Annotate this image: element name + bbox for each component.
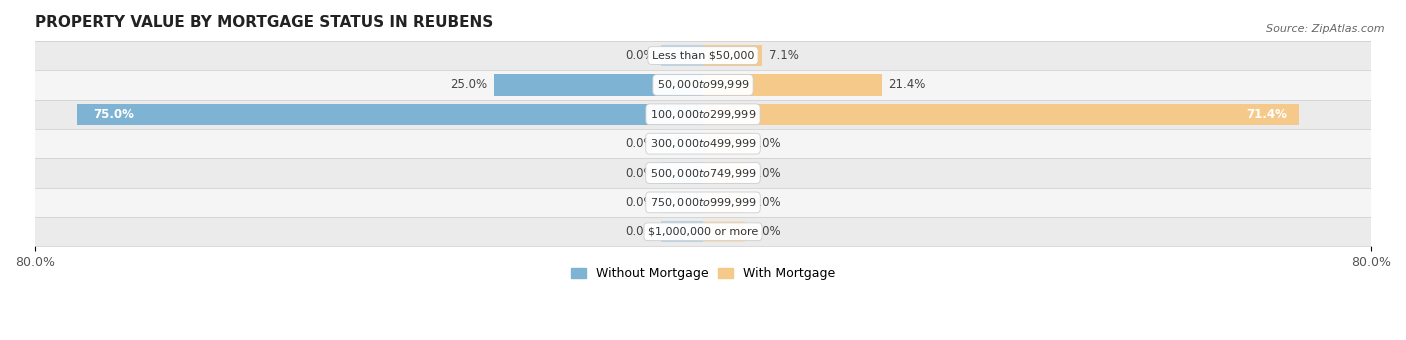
Bar — [35, 158, 1371, 188]
Bar — [703, 133, 745, 154]
Text: 0.0%: 0.0% — [624, 137, 655, 150]
Bar — [661, 192, 703, 213]
Bar — [35, 41, 1371, 70]
Text: 0.0%: 0.0% — [751, 137, 782, 150]
Bar — [661, 45, 703, 66]
Text: $750,000 to $999,999: $750,000 to $999,999 — [650, 196, 756, 209]
Bar — [661, 163, 703, 184]
Bar — [35, 70, 1371, 100]
Text: $100,000 to $299,999: $100,000 to $299,999 — [650, 108, 756, 121]
Text: 21.4%: 21.4% — [889, 79, 925, 91]
Text: Less than $50,000: Less than $50,000 — [652, 51, 754, 61]
Bar — [703, 192, 745, 213]
Text: Source: ZipAtlas.com: Source: ZipAtlas.com — [1267, 24, 1385, 34]
Text: 0.0%: 0.0% — [751, 196, 782, 209]
Bar — [35, 188, 1371, 217]
Bar — [77, 104, 703, 125]
Text: 25.0%: 25.0% — [450, 79, 488, 91]
Bar — [35, 217, 1371, 246]
Text: 0.0%: 0.0% — [624, 49, 655, 62]
Text: 0.0%: 0.0% — [624, 196, 655, 209]
Legend: Without Mortgage, With Mortgage: Without Mortgage, With Mortgage — [565, 262, 841, 285]
Bar — [661, 133, 703, 154]
Bar — [35, 129, 1371, 158]
Text: $500,000 to $749,999: $500,000 to $749,999 — [650, 167, 756, 180]
Bar — [703, 74, 882, 96]
Text: 7.1%: 7.1% — [769, 49, 799, 62]
Text: PROPERTY VALUE BY MORTGAGE STATUS IN REUBENS: PROPERTY VALUE BY MORTGAGE STATUS IN REU… — [35, 15, 494, 30]
Text: 0.0%: 0.0% — [624, 225, 655, 238]
Bar — [661, 221, 703, 242]
Text: $50,000 to $99,999: $50,000 to $99,999 — [657, 79, 749, 91]
Bar — [703, 163, 745, 184]
Text: 0.0%: 0.0% — [624, 167, 655, 180]
Bar — [495, 74, 703, 96]
Text: $300,000 to $499,999: $300,000 to $499,999 — [650, 137, 756, 150]
Bar — [35, 100, 1371, 129]
Bar — [703, 104, 1299, 125]
Text: 0.0%: 0.0% — [751, 167, 782, 180]
Bar — [703, 221, 745, 242]
Text: 71.4%: 71.4% — [1246, 108, 1286, 121]
Text: 75.0%: 75.0% — [93, 108, 135, 121]
Text: $1,000,000 or more: $1,000,000 or more — [648, 227, 758, 237]
Bar — [703, 45, 762, 66]
Text: 0.0%: 0.0% — [751, 225, 782, 238]
